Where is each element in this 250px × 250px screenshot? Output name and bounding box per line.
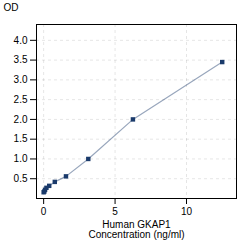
svg-text:10: 10 bbox=[181, 206, 193, 217]
svg-text:5: 5 bbox=[112, 206, 118, 217]
svg-text:2.5: 2.5 bbox=[14, 94, 28, 105]
svg-text:2.0: 2.0 bbox=[14, 114, 28, 125]
svg-text:3.5: 3.5 bbox=[14, 54, 28, 65]
svg-text:3.0: 3.0 bbox=[14, 74, 28, 85]
svg-text:4.0: 4.0 bbox=[14, 35, 28, 46]
svg-text:1.5: 1.5 bbox=[14, 133, 28, 144]
svg-text:0.5: 0.5 bbox=[14, 173, 28, 184]
svg-text:1.0: 1.0 bbox=[14, 153, 28, 164]
svg-text:0: 0 bbox=[41, 206, 47, 217]
svg-text:OD: OD bbox=[4, 2, 19, 13]
svg-text:Human GKAP1Concentration (ng/m: Human GKAP1Concentration (ng/ml) bbox=[88, 219, 184, 240]
